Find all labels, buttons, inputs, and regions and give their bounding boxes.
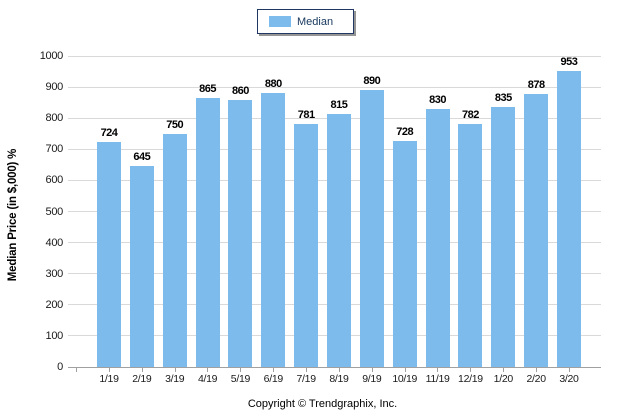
legend: Median [257, 9, 354, 34]
bar-10/19 [392, 140, 417, 367]
gridline-900 [68, 86, 601, 88]
bar-1/19 [97, 141, 121, 367]
bar-value-label-3/20: 953 [560, 55, 578, 68]
x-tick-label-3/20: 3/20 [559, 373, 579, 385]
bar-value-label-8/19: 815 [330, 98, 348, 111]
bar-2/20 [524, 93, 549, 367]
y-tick-label-100: 100 [45, 329, 64, 342]
x-tick-mark [240, 368, 241, 372]
legend-label: Median [297, 15, 334, 28]
median-series-swatch [269, 16, 291, 27]
x-tick-label-1/20: 1/20 [493, 373, 514, 385]
bar-value-label-12/19: 782 [461, 108, 479, 121]
x-tick-label-4/19: 4/19 [197, 373, 218, 385]
x-tick-label-2/19: 2/19 [132, 373, 152, 385]
bar-2/19 [129, 166, 154, 367]
bar-7/19 [294, 124, 319, 367]
bar-4/19 [195, 97, 220, 367]
bar-5/19 [228, 99, 253, 367]
x-tick-label-2/20: 2/20 [526, 373, 547, 385]
bar-11/19 [425, 108, 450, 367]
x-tick-mark [470, 368, 471, 372]
bar-12/19 [458, 123, 483, 367]
bar-6/19 [261, 93, 286, 367]
x-tick-label-6/19: 6/19 [263, 373, 284, 385]
x-tick-mark [339, 368, 340, 372]
bar-value-label-3/19: 750 [166, 118, 184, 131]
bar-value-label-2/19: 645 [133, 151, 151, 164]
bar-value-label-9/19: 890 [363, 75, 381, 88]
bar-value-label-4/19: 865 [199, 82, 216, 95]
y-tick-label-500: 500 [45, 205, 64, 218]
bar-value-label-1/19: 724 [100, 126, 118, 139]
bar-value-label-6/19: 880 [264, 78, 282, 91]
y-tick-label-700: 700 [45, 143, 64, 156]
x-tick-mark [536, 368, 537, 372]
x-tick-label-8/19: 8/19 [329, 373, 349, 385]
bar-8/19 [326, 113, 351, 367]
copyright-footer: Copyright © Trendgraphix, Inc. [247, 398, 398, 410]
x-tick-mark [306, 368, 307, 372]
bar-value-label-1/20: 835 [494, 92, 512, 105]
x-tick-mark [405, 368, 406, 372]
x-tick-label-5/19: 5/19 [230, 373, 251, 385]
x-tick-mark [273, 368, 274, 372]
x-tick-mark [76, 368, 77, 372]
bar-1/20 [491, 107, 516, 367]
y-tick-label-0: 0 [57, 361, 63, 373]
y-tick-label-900: 900 [45, 81, 64, 94]
x-tick-label-11/19: 11/19 [425, 373, 450, 385]
x-tick-label-10/19: 10/19 [392, 373, 418, 385]
bar-3/19 [162, 133, 187, 367]
x-tick-label-12/19: 12/19 [458, 373, 483, 385]
bar-value-label-10/19: 728 [396, 125, 414, 138]
bar-value-label-5/19: 860 [231, 84, 249, 97]
y-tick-label-800: 800 [45, 112, 64, 125]
bar-value-label-11/19: 830 [429, 93, 446, 106]
bar-value-label-7/19: 781 [297, 109, 315, 122]
x-tick-mark [569, 368, 570, 372]
y-tick-label-300: 300 [45, 267, 64, 280]
x-tick-mark [503, 368, 504, 372]
x-tick-mark [372, 368, 373, 372]
x-tick-mark [437, 368, 438, 372]
bar-value-label-2/20: 878 [527, 78, 545, 91]
x-tick-label-1/19: 1/19 [99, 373, 119, 385]
x-tick-mark [207, 368, 208, 372]
x-axis-line [68, 367, 601, 368]
bar-9/19 [359, 90, 384, 367]
bar-3/20 [556, 70, 581, 367]
y-axis-title: Median Price (in $,000) % [7, 148, 19, 282]
y-tick-label-1000: 1000 [39, 50, 64, 62]
x-tick-label-9/19: 9/19 [362, 373, 382, 385]
y-tick-label-200: 200 [45, 298, 64, 311]
x-tick-mark [142, 368, 143, 372]
y-tick-label-400: 400 [45, 236, 64, 249]
gridline-1000 [68, 55, 601, 57]
y-tick-label-600: 600 [45, 174, 64, 187]
x-tick-label-3/19: 3/19 [165, 373, 185, 385]
x-tick-label-7/19: 7/19 [296, 373, 317, 385]
x-tick-mark [175, 368, 176, 372]
x-tick-mark [109, 368, 110, 372]
